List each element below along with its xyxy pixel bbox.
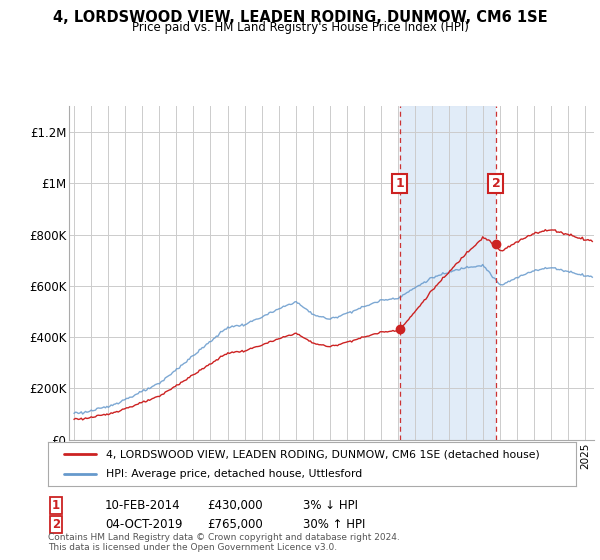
- Text: £765,000: £765,000: [207, 518, 263, 531]
- Text: Price paid vs. HM Land Registry's House Price Index (HPI): Price paid vs. HM Land Registry's House …: [131, 21, 469, 34]
- Text: 2: 2: [491, 177, 500, 190]
- Text: 1: 1: [395, 177, 404, 190]
- Text: 4, LORDSWOOD VIEW, LEADEN RODING, DUNMOW, CM6 1SE: 4, LORDSWOOD VIEW, LEADEN RODING, DUNMOW…: [53, 10, 547, 25]
- Text: 3% ↓ HPI: 3% ↓ HPI: [303, 499, 358, 512]
- Text: 10-FEB-2014: 10-FEB-2014: [105, 499, 181, 512]
- Text: 30% ↑ HPI: 30% ↑ HPI: [303, 518, 365, 531]
- Text: HPI: Average price, detached house, Uttlesford: HPI: Average price, detached house, Uttl…: [106, 469, 362, 479]
- Text: £430,000: £430,000: [207, 499, 263, 512]
- Text: 4, LORDSWOOD VIEW, LEADEN RODING, DUNMOW, CM6 1SE (detached house): 4, LORDSWOOD VIEW, LEADEN RODING, DUNMOW…: [106, 449, 540, 459]
- Text: This data is licensed under the Open Government Licence v3.0.: This data is licensed under the Open Gov…: [48, 543, 337, 552]
- Text: Contains HM Land Registry data © Crown copyright and database right 2024.: Contains HM Land Registry data © Crown c…: [48, 533, 400, 542]
- Text: 1: 1: [52, 499, 60, 512]
- Text: 2: 2: [52, 518, 60, 531]
- Text: 04-OCT-2019: 04-OCT-2019: [105, 518, 182, 531]
